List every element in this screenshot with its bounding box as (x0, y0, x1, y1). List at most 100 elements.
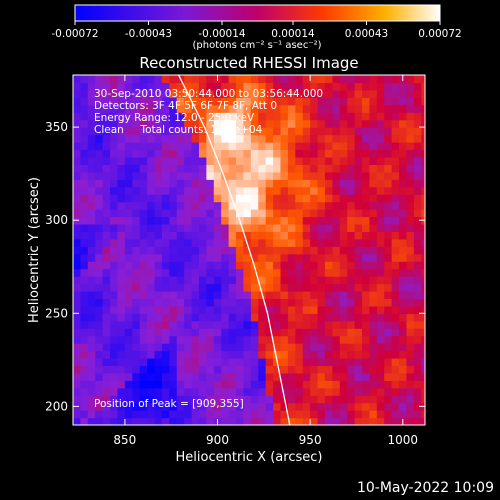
heatmap-cell (317, 253, 326, 262)
heatmap-cell (295, 387, 304, 396)
heatmap-cell (80, 75, 89, 84)
heatmap-cell (110, 82, 119, 91)
heatmap-cell (213, 209, 222, 218)
heatmap-cell (376, 380, 385, 389)
heatmap-cell (362, 350, 371, 359)
heatmap-cell (132, 402, 141, 411)
heatmap-cell (154, 328, 163, 337)
heatmap-cell (421, 372, 425, 381)
heatmap-cell (243, 201, 252, 210)
heatmap-cell (110, 410, 119, 419)
heatmap-cell (324, 350, 333, 359)
heatmap-cell (369, 194, 378, 203)
heatmap-cell (287, 89, 296, 98)
heatmap-cell (206, 380, 215, 389)
heatmap-cell (228, 82, 237, 91)
heatmap-cell (354, 417, 363, 425)
heatmap-cell (87, 402, 96, 411)
heatmap-cell (95, 276, 104, 285)
heatmap-cell (310, 298, 319, 307)
heatmap-cell (213, 402, 222, 411)
heatmap-cell (399, 82, 408, 91)
heatmap-cell (287, 268, 296, 277)
heatmap-cell (80, 134, 89, 143)
heatmap-cell (124, 305, 133, 314)
heatmap-cell (421, 209, 425, 218)
heatmap-cell (250, 171, 259, 180)
heatmap-cell (139, 186, 148, 195)
heatmap-cell (161, 357, 170, 367)
heatmap-cell (236, 276, 245, 285)
heatmap-cell (250, 410, 259, 419)
heatmap-cell (369, 328, 378, 337)
heatmap-cell (250, 402, 259, 411)
heatmap-cell (80, 171, 89, 180)
heatmap-cell (265, 186, 274, 195)
heatmap-cell (421, 75, 425, 84)
peak-position-label: Position of Peak = [909,355] (94, 398, 244, 410)
heatmap-cell (280, 380, 289, 389)
heatmap-cell (236, 357, 245, 367)
heatmap-cell (87, 231, 96, 240)
heatmap-cell (124, 372, 133, 381)
heatmap-cell (213, 142, 222, 151)
heatmap-cell (376, 335, 385, 344)
heatmap-cell (243, 164, 252, 173)
heatmap-cell (310, 410, 319, 419)
heatmap-cell (139, 231, 148, 240)
heatmap-cell (132, 290, 141, 300)
heatmap-cell (191, 335, 200, 344)
heatmap-cell (154, 402, 163, 411)
heatmap-cell (362, 194, 371, 203)
heatmap-cell (413, 156, 422, 165)
heatmap-cell (413, 298, 422, 307)
heatmap-cell (399, 223, 408, 232)
heatmap-cell (273, 328, 282, 337)
heatmap-cell (198, 82, 207, 91)
heatmap-cell (362, 89, 371, 98)
heatmap-cell (391, 238, 400, 247)
heatmap-cell (362, 112, 371, 121)
heatmap-cell (117, 372, 126, 381)
heatmap-cell (369, 142, 378, 151)
heatmap-cell (87, 261, 96, 270)
heatmap-cell (347, 223, 356, 232)
heatmap-cell (110, 156, 119, 165)
heatmap-cell (161, 231, 170, 240)
heatmap-cell (280, 82, 289, 91)
heatmap-cell (317, 164, 326, 173)
heatmap-cell (176, 387, 185, 396)
heatmap-cell (413, 335, 422, 344)
heatmap-cell (421, 119, 425, 128)
heatmap-cell (421, 276, 425, 285)
heatmap-cell (147, 104, 156, 113)
heatmap-cell (332, 328, 341, 337)
heatmap-cell (191, 372, 200, 381)
heatmap-cell (347, 171, 356, 180)
heatmap-cell (124, 395, 133, 404)
heatmap-cell (228, 156, 237, 165)
heatmap-cell (317, 112, 326, 121)
heatmap-cell (169, 402, 178, 411)
heatmap-cell (243, 194, 252, 203)
heatmap-cell (198, 209, 207, 218)
heatmap-cell (73, 343, 82, 352)
heatmap-cell (324, 156, 333, 165)
heatmap-cell (339, 261, 348, 270)
heatmap-cell (73, 305, 82, 314)
heatmap-cell (332, 283, 341, 292)
heatmap-cell (258, 253, 267, 262)
heatmap-cell (228, 372, 237, 381)
heatmap-cell (124, 268, 133, 277)
heatmap-cell (369, 82, 378, 91)
heatmap-cell (95, 238, 104, 247)
heatmap-cell (102, 186, 111, 195)
heatmap-cell (339, 112, 348, 121)
heatmap-cell (124, 357, 133, 367)
heatmap-cell (243, 283, 252, 292)
heatmap-cell (310, 402, 319, 411)
heatmap-cell (95, 164, 104, 173)
heatmap-cell (154, 350, 163, 359)
heatmap-cell (102, 104, 111, 113)
heatmap-cell (161, 179, 170, 188)
